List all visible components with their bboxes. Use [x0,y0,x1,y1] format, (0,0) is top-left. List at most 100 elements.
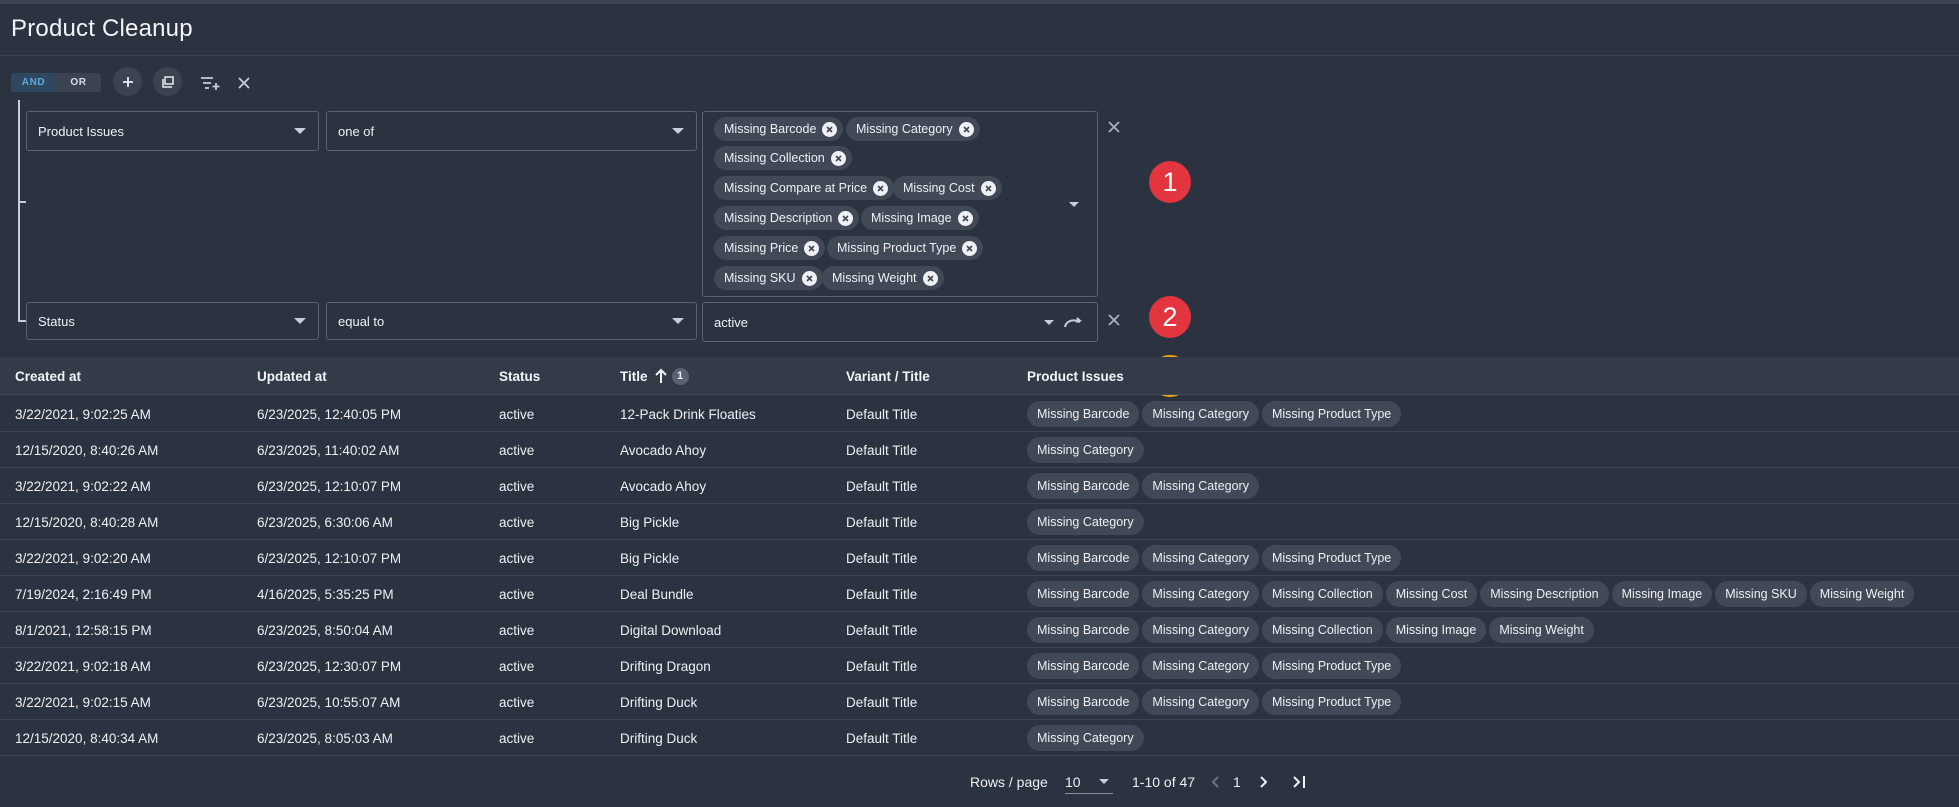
remove-chip-icon[interactable] [804,240,820,256]
table-row[interactable]: 12/15/2020, 8:40:34 AM 6/23/2025, 8:05:03… [0,720,1959,756]
add-rule-button[interactable] [113,67,142,96]
remove-rule1-icon[interactable] [1107,118,1121,138]
col-created-at[interactable]: Created at [15,368,82,384]
table-row[interactable]: 8/1/2021, 12:58:15 PM 6/23/2025, 8:50:04 … [0,612,1959,648]
cell-updated: 6/23/2025, 8:50:04 AM [257,622,393,638]
issue-chip: Missing Description [1480,581,1609,607]
rule-tree-connector [18,100,20,320]
cell-product-issues: Missing Category [1027,504,1144,540]
table-row[interactable]: 3/22/2021, 9:02:18 AM 6/23/2025, 12:30:07… [0,648,1959,684]
cell-status: active [499,694,535,710]
last-page-button[interactable] [1292,770,1308,794]
issue-chip: Missing Product Type [1261,545,1402,571]
col-status[interactable]: Status [499,368,541,384]
issue-chip: Missing Category [1142,689,1259,715]
remove-chip-icon[interactable] [958,121,974,137]
cell-created: 12/15/2020, 8:40:34 AM [15,730,159,746]
redo-icon[interactable] [1063,315,1085,329]
filter-value-chip-label: Missing Compare at Price [724,181,868,195]
col-updated-at[interactable]: Updated at [257,368,327,384]
issue-chip: Missing Product Type [1261,401,1402,427]
issue-chip: Missing SKU [1715,581,1807,607]
cell-variant: Default Title [846,550,918,566]
table-header: Created at Updated at Status Title 1 Var… [0,357,1959,395]
cell-variant: Default Title [846,694,918,710]
filter-value-chip: Missing SKU [714,266,823,290]
clear-filters-icon[interactable] [234,73,254,93]
remove-rule2-icon[interactable] [1107,311,1121,331]
col-product-issues[interactable]: Product Issues [1027,368,1124,384]
table-row[interactable]: 12/15/2020, 8:40:26 AM 6/23/2025, 11:40:0… [0,432,1959,468]
add-group-button[interactable] [153,67,182,96]
cell-product-issues: Missing Barcode Missing Category Missing P… [1027,648,1402,684]
cell-status: active [499,622,535,638]
filter-value-chip: Missing Cost [893,176,1002,200]
issue-chip: Missing Weight [1489,617,1594,643]
rule1-values-select[interactable] [702,111,1098,297]
remove-chip-icon[interactable] [962,240,978,256]
rows-per-page-select[interactable]: 10 [1065,770,1113,794]
next-page-button[interactable] [1259,770,1269,794]
sort-priority-badge: 1 [671,367,689,385]
rule2-field-select[interactable]: Status [26,302,319,340]
cell-title: Digital Download [620,622,722,638]
col-title[interactable]: Title 1 [620,357,689,395]
rule1-operator-select[interactable]: one of [326,111,697,151]
cell-status: active [499,550,535,566]
cell-title: Big Pickle [620,550,680,566]
cell-status: active [499,514,535,530]
marker-badge-1: 1 [1149,161,1191,203]
table-row[interactable]: 12/15/2020, 8:40:28 AM 6/23/2025, 6:30:06… [0,504,1959,540]
remove-chip-icon[interactable] [873,180,889,196]
table-row[interactable]: 3/22/2021, 9:02:25 AM 6/23/2025, 12:40:05… [0,396,1959,432]
logic-toggle[interactable]: AND OR [11,73,101,92]
remove-chip-icon[interactable] [830,150,846,166]
col-title-label: Title [620,368,648,384]
chevron-right-icon [1260,776,1268,788]
filter-add-icon[interactable] [199,73,221,93]
filter-value-chip-label: Missing Cost [903,181,975,195]
filter-value-chip: Missing Product Type [827,236,984,260]
chevron-down-icon [672,128,684,134]
logic-or-option[interactable]: OR [70,77,87,88]
cell-product-issues: Missing Category [1027,720,1144,756]
cell-product-issues: Missing Category [1027,432,1144,468]
remove-chip-icon[interactable] [957,210,973,226]
issue-chip: Missing Category [1027,437,1144,463]
logic-and-option[interactable]: AND [11,73,56,92]
chevron-down-icon [672,318,684,324]
cell-status: active [499,478,535,494]
filter-value-chip-label: Missing Weight [832,271,917,285]
cell-updated: 4/16/2025, 5:35:25 PM [257,586,394,602]
rows-per-page-label: Rows / page [970,774,1048,790]
table-row[interactable]: 3/22/2021, 9:02:22 AM 6/23/2025, 12:10:07… [0,468,1959,504]
remove-chip-icon[interactable] [801,270,817,286]
cell-status: active [499,586,535,602]
remove-chip-icon[interactable] [838,210,854,226]
cell-status: active [499,442,535,458]
add-group-icon [161,75,174,88]
issue-chip: Missing Collection [1261,581,1383,607]
sort-ascending-icon[interactable] [654,368,668,384]
col-variant-title[interactable]: Variant / Title [846,368,930,384]
rule2-operator-select[interactable]: equal to [326,302,697,340]
rule-tree-branch [18,320,26,322]
table-row[interactable]: 7/19/2024, 2:16:49 PM 4/16/2025, 5:35:25 … [0,576,1959,612]
issue-chip: Missing Category [1027,725,1144,751]
rule2-value-select[interactable]: active [702,302,1098,342]
prev-page-button[interactable] [1210,770,1220,794]
cell-variant: Default Title [846,478,918,494]
cell-created: 12/15/2020, 8:40:26 AM [15,442,159,458]
remove-chip-icon[interactable] [922,270,938,286]
issue-chip: Missing Category [1142,401,1259,427]
table-row[interactable]: 3/22/2021, 9:02:15 AM 6/23/2025, 10:55:07… [0,684,1959,720]
remove-chip-icon[interactable] [822,121,838,137]
filter-value-chip: Missing Category [846,117,980,141]
issue-chip: Missing Barcode [1027,545,1140,571]
filter-value-chip: Missing Description [714,206,860,230]
issue-chip: Missing Barcode [1027,401,1140,427]
table-row[interactable]: 3/22/2021, 9:02:20 AM 6/23/2025, 12:10:07… [0,540,1959,576]
remove-chip-icon[interactable] [980,180,996,196]
rule2-value: active [714,314,748,330]
rule1-field-select[interactable]: Product Issues [26,111,319,151]
